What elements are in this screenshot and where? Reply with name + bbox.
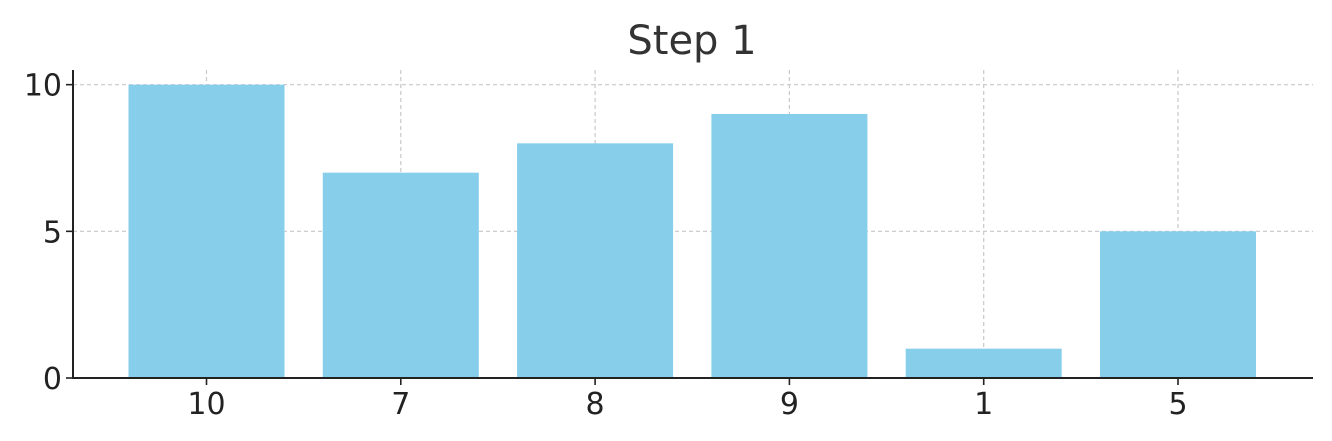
x-tick-label: 1 xyxy=(974,387,993,422)
x-tick-label: 10 xyxy=(187,387,225,422)
x-tick-label: 9 xyxy=(780,387,799,422)
y-tick-label: 10 xyxy=(24,69,62,104)
y-tick-label: 0 xyxy=(43,362,62,397)
x-tick-label: 8 xyxy=(586,387,605,422)
bars xyxy=(128,84,1256,379)
bar xyxy=(322,172,479,378)
y-tick-label: 5 xyxy=(43,215,62,250)
bar xyxy=(905,348,1062,378)
bar xyxy=(128,84,285,379)
axes xyxy=(72,70,1313,379)
bar xyxy=(711,114,868,378)
x-tick-label: 5 xyxy=(1168,387,1187,422)
bar xyxy=(517,143,674,378)
x-ticks: 10 7 8 9 1 5 xyxy=(187,378,1188,422)
bar xyxy=(1100,231,1256,378)
x-tick-label: 7 xyxy=(391,387,410,422)
chart-title: Step 1 xyxy=(627,18,756,64)
y-ticks: 0 5 10 xyxy=(24,69,73,397)
